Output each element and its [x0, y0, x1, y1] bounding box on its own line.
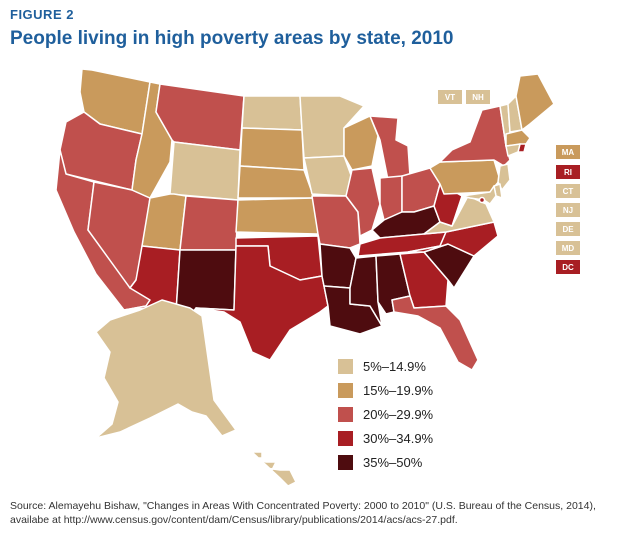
- legend-item: 20%–29.9%: [338, 402, 433, 426]
- legend-swatch: [338, 406, 353, 422]
- legend-item: 35%–50%: [338, 450, 433, 474]
- key-box-ri: [556, 165, 580, 179]
- state-ia: [303, 155, 353, 197]
- legend-swatch: [338, 454, 353, 470]
- state-wy: [169, 141, 241, 201]
- key-text-vt: VT: [445, 93, 455, 102]
- key-box-dc: [556, 260, 580, 274]
- legend-label: 35%–50%: [363, 454, 423, 470]
- key-text-md: MD: [562, 244, 575, 253]
- state-ct: [505, 143, 521, 157]
- state-ne: [237, 165, 315, 199]
- state-me: [515, 73, 555, 131]
- legend-label: 5%–14.9%: [363, 358, 426, 374]
- source-note: Source: Alemayehu Bishaw, "Changes in Ar…: [10, 500, 596, 526]
- key-box-ma: [556, 145, 580, 159]
- key-text-ct: CT: [563, 187, 574, 196]
- legend-item: 30%–34.9%: [338, 426, 433, 450]
- state-nd: [241, 95, 303, 131]
- key-box-nh: [466, 90, 490, 104]
- legend-swatch: [338, 430, 353, 446]
- key-box-ct: [556, 184, 580, 198]
- legend-item: 5%–14.9%: [338, 354, 433, 378]
- state-ks: [235, 197, 319, 235]
- state-ma: [505, 129, 531, 147]
- key-box-vt: [438, 90, 462, 104]
- key-text-nh: NH: [472, 93, 484, 102]
- state-md: [461, 185, 497, 205]
- legend-swatch: [338, 382, 353, 398]
- state-co: [179, 195, 239, 251]
- key-text-ma: MA: [562, 148, 575, 157]
- legend-label: 30%–34.9%: [363, 430, 434, 446]
- state-hi: [251, 451, 297, 487]
- state-tx: [195, 245, 329, 361]
- key-text-nj: NJ: [563, 206, 573, 215]
- state-sd: [239, 127, 305, 171]
- legend-label: 15%–19.9%: [363, 382, 434, 398]
- state-nj: [497, 163, 511, 191]
- key-text-dc: DC: [562, 263, 574, 272]
- legend-swatch: [338, 358, 353, 374]
- figure-label: FIGURE 2: [10, 7, 74, 22]
- state-il: [345, 167, 381, 237]
- legend-item: 15%–19.9%: [338, 378, 433, 402]
- key-box-de: [556, 222, 580, 236]
- key-text-ri: RI: [564, 168, 572, 177]
- state-ut: [141, 193, 187, 251]
- us-map: VT NH MA RI CT NJ DE MD DC: [55, 68, 580, 487]
- key-box-md: [556, 241, 580, 255]
- state-dc: [478, 196, 486, 204]
- legend-label: 20%–29.9%: [363, 406, 434, 422]
- key-text-de: DE: [562, 225, 574, 234]
- figure-title: People living in high poverty areas by s…: [10, 28, 454, 49]
- state-ak: [95, 299, 237, 439]
- key-box-nj: [556, 203, 580, 217]
- state-fl: [391, 295, 479, 371]
- state-ny: [439, 105, 511, 167]
- legend: 5%–14.9% 15%–19.9% 20%–29.9% 30%–34.9% 3…: [338, 354, 433, 474]
